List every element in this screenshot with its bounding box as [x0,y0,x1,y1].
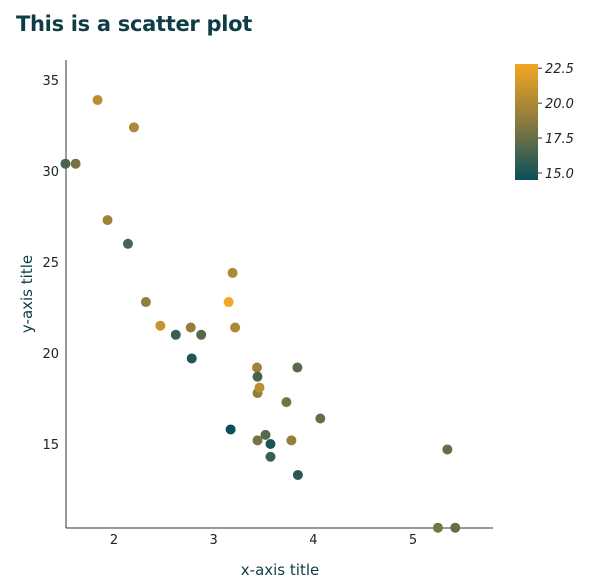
colorbar-gradient [515,64,538,180]
data-point [292,362,303,373]
colorbar-tick-label: 22.5 [545,62,574,77]
data-point [155,320,166,331]
data-point [227,267,238,278]
data-point [92,95,103,106]
colorbar: 15.0 17.5 20.0 22.5 [515,62,574,182]
data-point [196,329,207,340]
y-tick-label: 15 [42,438,59,453]
data-point [286,435,297,446]
data-point [70,158,81,169]
data-point [140,297,151,308]
data-point [252,362,263,373]
data-point [265,451,276,462]
data-point [260,429,271,440]
data-point [60,158,71,169]
data-point [225,424,236,435]
data-point [128,122,139,133]
y-tick-label: 20 [42,347,59,362]
data-point [254,382,265,393]
colorbar-tick-label: 15.0 [545,167,574,182]
data-point [230,322,241,333]
data-point [185,322,196,333]
data-point [252,435,263,446]
data-point [122,238,133,249]
axes [65,60,493,529]
data-point [265,439,276,449]
y-tick-label: 35 [42,74,59,89]
y-axis-title: y-axis title [18,255,36,333]
data-point [281,397,292,408]
data-point [315,413,326,424]
x-tick-label: 3 [210,533,218,548]
x-axis-title: x-axis title [241,561,319,579]
data-point [223,297,234,308]
x-tick-label: 2 [110,533,118,548]
chart-title: This is a scatter plot [16,12,252,36]
data-point [292,469,303,480]
x-tick-label: 4 [309,533,317,548]
data-point [450,522,461,533]
data-point [170,329,181,340]
data-point [432,522,443,533]
y-tick-label: 25 [42,256,59,271]
data-point [102,215,113,226]
colorbar-tick-label: 17.5 [545,132,574,147]
data-point [442,444,453,455]
x-tick-label: 5 [409,533,417,548]
data-point [186,353,197,364]
colorbar-tick-label: 20.0 [545,97,574,112]
data-point [252,371,263,382]
y-tick-label: 30 [42,165,59,180]
